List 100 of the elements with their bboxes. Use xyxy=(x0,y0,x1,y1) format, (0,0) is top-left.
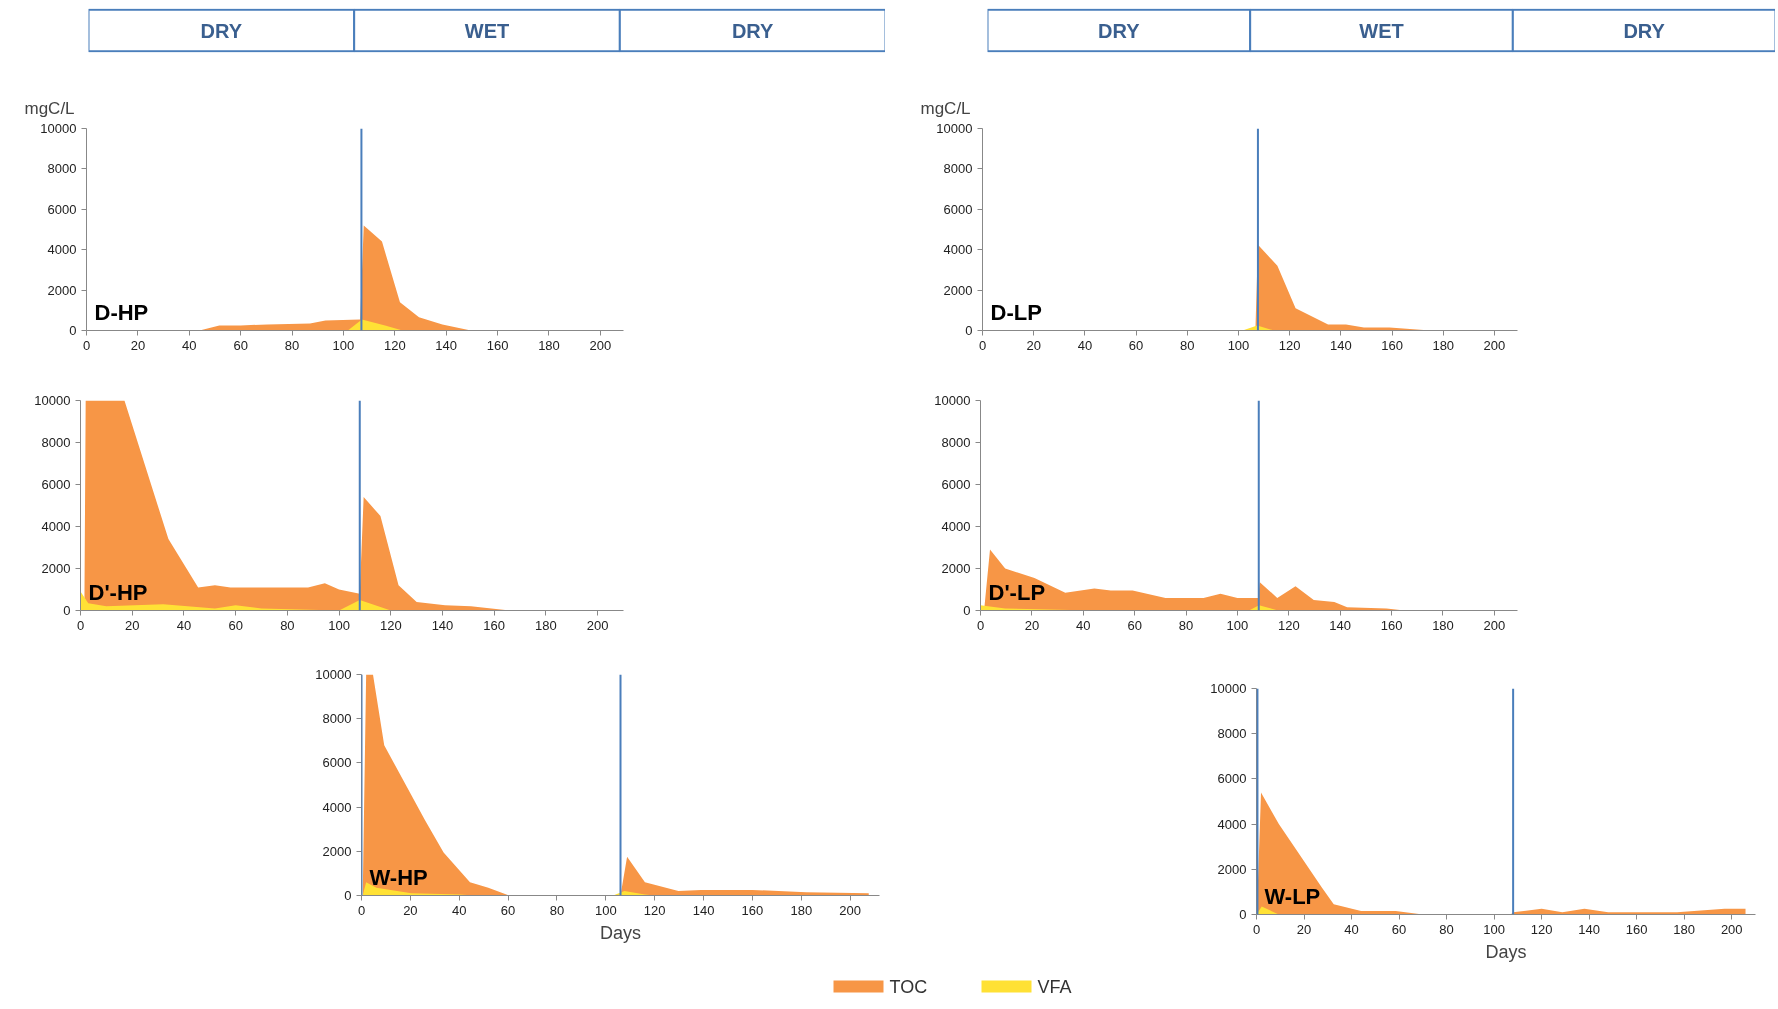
x-tick-label: 100 xyxy=(328,617,350,633)
legend-label: VFA xyxy=(1037,976,1072,997)
x-tick-label: 20 xyxy=(124,617,140,633)
x-tick-label: 180 xyxy=(1432,337,1455,353)
y-axis-title: mgC/L xyxy=(24,98,75,118)
text: DRY xyxy=(1098,19,1141,42)
y-tick-label: 0 xyxy=(63,603,71,618)
x-tick-label: 180 xyxy=(790,902,813,918)
y-tick-label: 4000 xyxy=(943,242,973,258)
text: DRY xyxy=(731,19,775,42)
y-tick-label: 10000 xyxy=(315,667,352,682)
x-tick-label: 60 xyxy=(1128,337,1144,353)
y-tick-label: 8000 xyxy=(941,435,971,450)
x-tick-label: 40 xyxy=(452,902,467,918)
y-tick-label: 2000 xyxy=(47,282,77,298)
text: D'-HP xyxy=(88,579,148,605)
y-tick-label: 8000 xyxy=(1217,726,1247,742)
x-tick-label: 180 xyxy=(1673,921,1696,937)
x-tick-label: 20 xyxy=(1026,337,1041,353)
x-tick-label: 0 xyxy=(357,902,366,918)
x-tick-label: 120 xyxy=(379,617,402,633)
x-tick-label: 120 xyxy=(383,337,406,353)
x-tick-label: 160 xyxy=(486,337,509,353)
x-tick-label: 140 xyxy=(1330,337,1352,353)
x-tick-label: 160 xyxy=(1625,921,1648,937)
x-tick-label: 80 xyxy=(549,902,565,918)
y-tick-label: 2000 xyxy=(322,843,352,859)
y-tick-label: 10000 xyxy=(936,121,973,136)
x-tick-label: 200 xyxy=(1483,337,1506,353)
x-tick-label: 100 xyxy=(332,337,355,353)
y-tick-label: 6000 xyxy=(41,477,71,492)
x-tick-label: 60 xyxy=(1127,617,1142,633)
y-tick-label: 8000 xyxy=(322,711,352,727)
x-tick-label: 40 xyxy=(182,337,197,353)
x-tick-label: 160 xyxy=(1381,337,1403,353)
x-tick-label: 100 xyxy=(1226,617,1249,633)
x-tick-label: 0 xyxy=(82,337,91,353)
y-tick-label: 10000 xyxy=(34,393,71,408)
y-tick-label: 6000 xyxy=(943,201,973,217)
x-tick-label: 140 xyxy=(431,617,454,633)
x-tick-label: 60 xyxy=(228,617,243,633)
x-tick-label: 20 xyxy=(1024,617,1040,633)
x-tick-label: 60 xyxy=(1391,921,1407,937)
x-tick-label: 160 xyxy=(1380,617,1403,633)
x-tick-label: 80 xyxy=(1180,337,1195,353)
x-tick-label: 200 xyxy=(1720,921,1743,937)
legend-label: TOC xyxy=(889,976,928,997)
text: WET xyxy=(1359,19,1404,42)
x-tick-label: 20 xyxy=(1296,921,1312,937)
x-tick-label: 140 xyxy=(692,902,715,918)
x-tick-label: 120 xyxy=(1278,337,1301,353)
y-tick-label: 0 xyxy=(963,603,971,618)
y-tick-label: 6000 xyxy=(322,755,352,771)
x-tick-label: 140 xyxy=(435,337,458,353)
y-tick-label: 2000 xyxy=(943,282,973,298)
y-tick-label: 4000 xyxy=(322,799,352,815)
y-tick-label: 0 xyxy=(69,323,77,338)
x-tick-label: 40 xyxy=(1344,921,1359,937)
x-tick-label: 160 xyxy=(483,617,506,633)
y-tick-label: 10000 xyxy=(1210,681,1247,696)
x-tick-label: 60 xyxy=(500,902,516,918)
x-tick-label: 120 xyxy=(1277,617,1300,633)
y-tick-label: 4000 xyxy=(41,519,71,534)
x-tick-label: 140 xyxy=(1329,617,1352,633)
y-tick-label: 8000 xyxy=(47,161,77,177)
x-tick-label: 20 xyxy=(130,337,146,353)
text: DRY xyxy=(200,19,243,42)
y-tick-label: 8000 xyxy=(41,435,71,450)
text: D-LP xyxy=(990,299,1042,325)
x-tick-label: 200 xyxy=(586,617,609,633)
x-tick-label: 140 xyxy=(1578,921,1601,937)
y-tick-label: 4000 xyxy=(941,519,971,534)
y-tick-label: 2000 xyxy=(41,561,71,576)
y-axis-title: mgC/L xyxy=(920,98,971,118)
x-tick-label: 180 xyxy=(535,617,557,633)
x-tick-label: 120 xyxy=(643,902,666,918)
x-tick-label: 80 xyxy=(284,337,300,353)
x-tick-label: 80 xyxy=(280,617,295,633)
x-tick-label: 40 xyxy=(176,617,192,633)
x-tick-label: 40 xyxy=(1077,337,1093,353)
y-tick-label: 0 xyxy=(344,888,352,903)
x-tick-label: 100 xyxy=(1483,921,1505,937)
x-tick-label: 0 xyxy=(1252,921,1261,937)
y-tick-label: 6000 xyxy=(1217,771,1247,787)
x-tick-label: 100 xyxy=(594,902,617,918)
x-tick-label: 80 xyxy=(1178,617,1194,633)
x-tick-label: 200 xyxy=(1483,617,1506,633)
y-tick-label: 2000 xyxy=(1217,861,1247,877)
text: W-HP xyxy=(369,864,428,890)
x-tick-label: 100 xyxy=(1227,337,1250,353)
x-tick-label: 40 xyxy=(1076,617,1091,633)
x-tick-label: 80 xyxy=(1439,921,1454,937)
x-axis-title: Days xyxy=(1485,941,1527,962)
x-axis-title: Days xyxy=(600,922,642,943)
text: W-LP xyxy=(1264,883,1321,909)
y-tick-label: 10000 xyxy=(934,393,971,408)
x-tick-label: 160 xyxy=(741,902,764,918)
y-tick-label: 6000 xyxy=(47,201,77,217)
y-tick-label: 4000 xyxy=(1217,816,1247,832)
x-tick-label: 180 xyxy=(538,337,560,353)
